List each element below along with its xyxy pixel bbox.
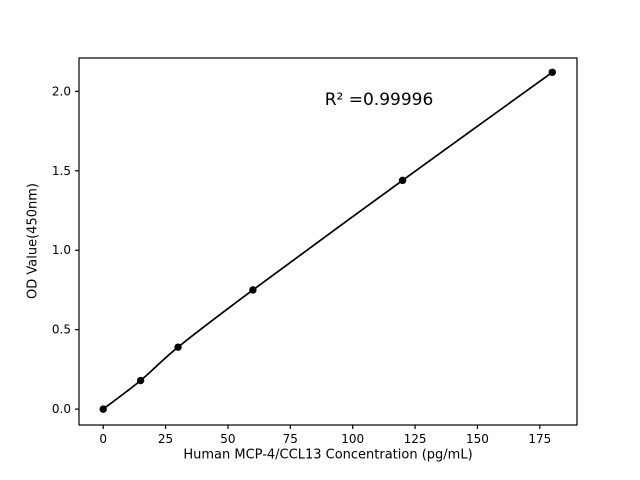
x-tick-label: 175 [528,432,551,446]
y-axis-label: OD Value(450nm) [25,183,41,299]
data-point [398,176,407,185]
y-tick-label: 0.5 [52,323,71,337]
x-tick-label: 150 [466,432,489,446]
x-tick-label: 0 [99,432,107,446]
plot-border [78,57,578,426]
trend-line [102,71,554,410]
r-squared-annotation: R² =0.99996 [324,90,434,110]
data-point [136,376,145,385]
data-point [548,68,556,76]
y-tick-label: 2.0 [52,84,71,98]
x-tick-label: 75 [283,432,298,446]
y-tick-label: 1.5 [52,164,71,178]
x-tick-label: 125 [404,432,427,446]
x-tick-label: 50 [220,432,235,446]
x-tick-label: 25 [158,432,173,446]
y-tick-label: 1.0 [52,243,71,257]
data-point [174,343,182,351]
data-point [99,405,107,413]
y-tick-label: 0.0 [52,402,71,416]
data-point [249,286,257,294]
x-axis-label: Human MCP-4/CCL13 Concentration (pg/mL) [183,447,473,463]
x-tick-label: 100 [341,432,364,446]
